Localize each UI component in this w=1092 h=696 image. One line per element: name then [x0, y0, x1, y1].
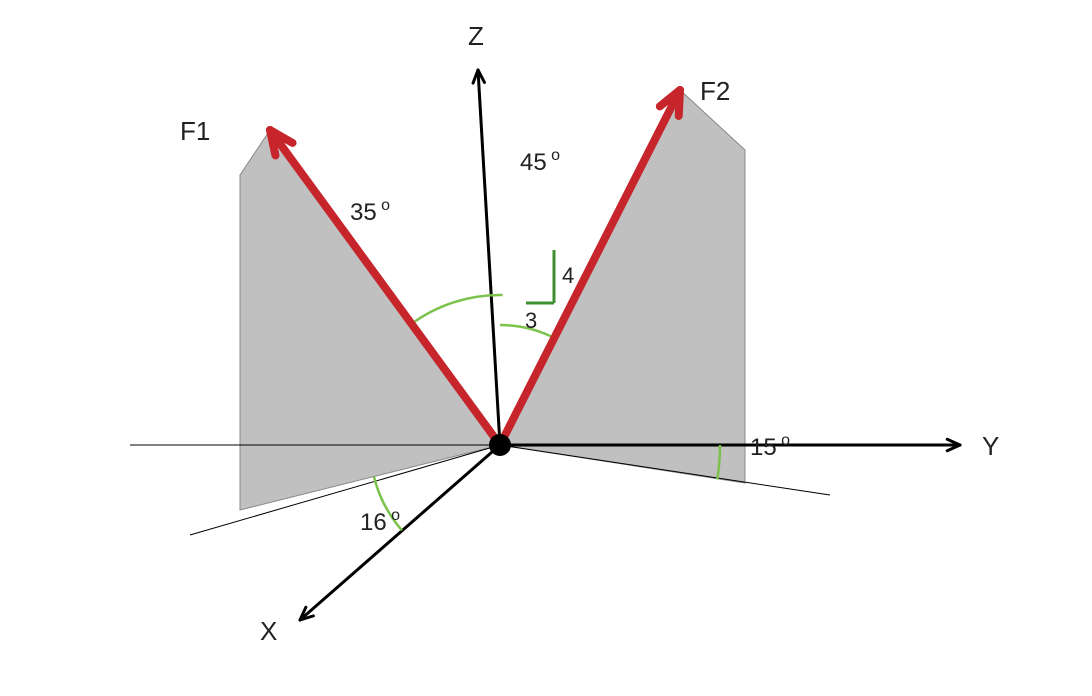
origin-dot: [489, 434, 511, 456]
slope-rise-label: 4: [562, 263, 574, 288]
vector-f1-label: F1: [180, 116, 210, 146]
vector-f2-label: F2: [700, 76, 730, 106]
y-axis-label: Y: [982, 431, 999, 461]
slope-run-label: 3: [525, 308, 537, 333]
z-axis-label: Z: [468, 21, 484, 51]
x-axis-label: X: [260, 616, 277, 646]
